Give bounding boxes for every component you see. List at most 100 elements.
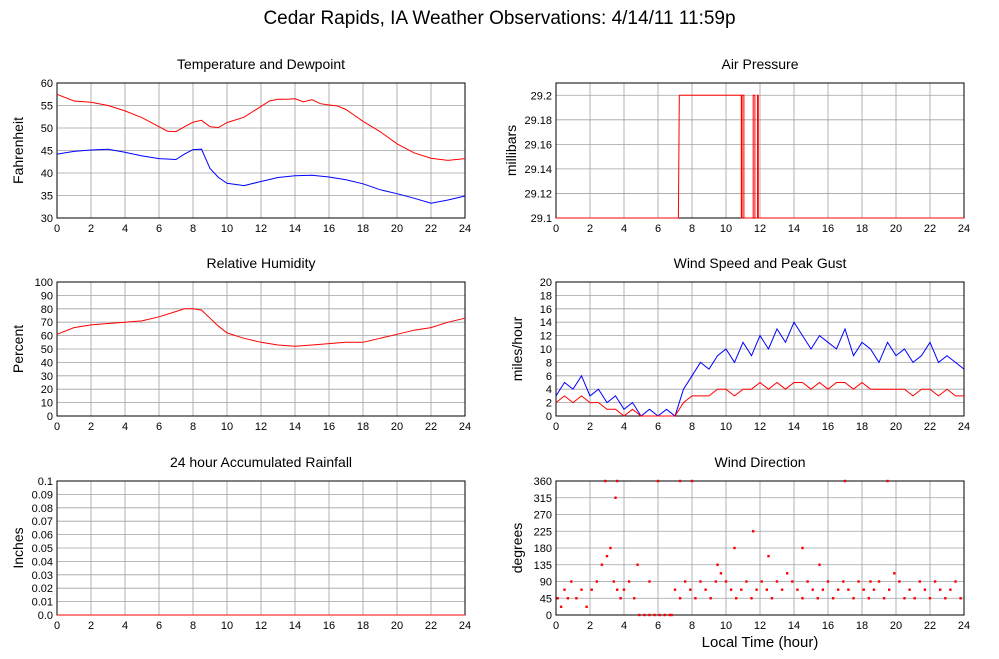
data-point	[939, 588, 942, 591]
x-tick-label: 6	[655, 223, 661, 235]
y-tick-label: 30	[41, 371, 53, 383]
chart-title: Wind Direction	[714, 454, 805, 470]
x-tick-label: 12	[754, 620, 766, 632]
data-point	[893, 572, 896, 575]
x-tick-label: 10	[221, 620, 233, 632]
x-tick-label: 6	[156, 421, 162, 433]
y-tick-label: 50	[41, 344, 53, 356]
data-point	[616, 479, 619, 483]
x-tick-label: 6	[156, 223, 162, 235]
y-tick-label: 0.03	[32, 570, 53, 582]
data-point	[694, 597, 697, 600]
data-point	[944, 597, 947, 600]
data-point	[619, 597, 622, 600]
x-tick-label: 0	[54, 620, 60, 632]
data-point	[847, 588, 850, 591]
data-point	[633, 597, 636, 600]
chart-rain: 0 2 4 6 8 10 12 14 16 18 20 22 240.00.010.020.030.04…	[10, 454, 471, 632]
x-tick-label: 14	[289, 421, 301, 433]
x-tick-label: 16	[822, 223, 834, 235]
x-tick-label: 14	[289, 620, 301, 632]
x-tick-label: 22	[924, 620, 936, 632]
data-point	[668, 613, 672, 617]
y-tick-label: 0.08	[32, 503, 53, 515]
data-point	[719, 572, 723, 575]
data-point	[760, 580, 763, 583]
x-tick-label: 24	[958, 223, 970, 235]
x-tick-label: 4	[122, 223, 128, 235]
x-tick-label: 20	[391, 223, 403, 235]
data-point	[614, 496, 617, 499]
x-tick-label: 20	[890, 421, 902, 433]
data-point	[801, 546, 804, 550]
data-point	[780, 588, 784, 591]
data-point	[622, 588, 626, 591]
y-axis-label: Fahrenheit	[10, 117, 26, 184]
y-tick-label: 0.04	[32, 556, 53, 568]
data-point	[627, 580, 631, 583]
data-point	[857, 580, 860, 583]
y-tick-label: 360	[534, 476, 552, 488]
data-point	[818, 563, 821, 566]
y-tick-label: 20	[540, 277, 552, 289]
data-point	[801, 597, 804, 600]
data-point	[862, 588, 865, 591]
x-tick-label: 16	[323, 223, 335, 235]
y-axis-label: millibars	[503, 125, 519, 176]
series-line	[56, 148, 466, 204]
series-line	[555, 321, 965, 417]
data-point	[767, 554, 770, 558]
data-point	[678, 479, 682, 483]
y-tick-label: 20	[41, 384, 53, 396]
y-tick-label: 0	[47, 411, 53, 423]
y-tick-label: 0.02	[32, 583, 53, 595]
x-tick-label: 4	[621, 620, 627, 632]
data-point	[585, 605, 588, 609]
x-tick-label: 8	[190, 223, 196, 235]
data-point	[704, 588, 707, 591]
series-line	[56, 93, 466, 161]
x-tick-label: 14	[788, 223, 800, 235]
x-tick-label: 18	[357, 421, 369, 433]
x-tick-label: 0	[54, 223, 60, 235]
x-tick-label: 24	[958, 620, 970, 632]
y-tick-label: 270	[534, 510, 552, 522]
y-tick-label: 0.06	[32, 530, 53, 542]
data-point	[877, 580, 881, 583]
data-point	[684, 580, 687, 583]
chart-wind: 0 2 4 6 8 10 12 14 16 18 20 22 2402468101214161820Wi…	[509, 255, 970, 433]
data-point	[949, 588, 952, 591]
y-tick-label: 45	[41, 146, 53, 158]
x-tick-label: 6	[156, 620, 162, 632]
x-tick-label: 18	[856, 223, 868, 235]
data-point	[843, 479, 847, 483]
x-tick-label: 22	[425, 620, 437, 632]
x-tick-label: 16	[822, 421, 834, 433]
data-point	[670, 613, 673, 617]
y-tick-label: 70	[41, 317, 53, 329]
y-tick-label: 0	[546, 411, 552, 423]
data-point	[765, 588, 768, 591]
data-point	[580, 588, 583, 591]
data-point	[658, 613, 661, 617]
data-point	[796, 588, 799, 591]
x-tick-label: 2	[88, 421, 94, 433]
x-tick-label: 10	[720, 223, 732, 235]
y-tick-label: 315	[534, 493, 552, 505]
chart-title: Temperature and Dewpoint	[177, 56, 345, 72]
data-point	[699, 580, 702, 583]
y-tick-label: 0.09	[32, 489, 53, 501]
data-point	[954, 580, 957, 583]
data-point	[595, 580, 598, 583]
x-tick-label: 16	[323, 421, 335, 433]
x-tick-label: 22	[924, 223, 936, 235]
data-point	[811, 588, 814, 591]
plot-frame	[555, 281, 965, 417]
data-point	[806, 580, 809, 583]
data-point	[908, 588, 911, 591]
x-tick-label: 8	[689, 223, 695, 235]
y-tick-label: 8	[546, 357, 552, 369]
y-tick-label: 30	[41, 213, 53, 225]
y-tick-label: 29.16	[524, 139, 552, 151]
x-tick-label: 22	[425, 421, 437, 433]
